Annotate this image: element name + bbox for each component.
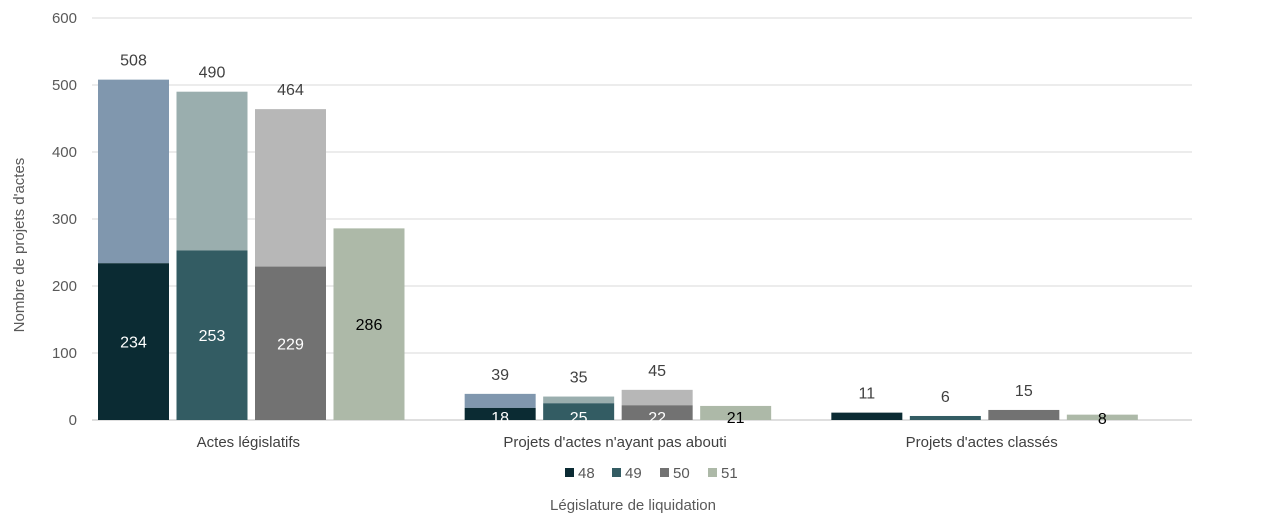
bar-base bbox=[621, 405, 693, 420]
data-label-inner: 21 bbox=[727, 410, 745, 427]
data-label-inner: 229 bbox=[277, 336, 304, 353]
y-tick-label: 300 bbox=[52, 211, 77, 228]
data-label-inner: 286 bbox=[356, 317, 383, 334]
data-label-outer: 45 bbox=[648, 363, 666, 380]
legend-swatch bbox=[565, 468, 574, 477]
data-label-inner: 253 bbox=[199, 328, 226, 345]
bar-total bbox=[621, 389, 693, 406]
x-tick-label: Actes législatifs bbox=[197, 434, 300, 451]
bar-base bbox=[1066, 414, 1138, 420]
y-tick-label: 500 bbox=[52, 77, 77, 94]
bar-base bbox=[988, 409, 1060, 420]
bar-base bbox=[464, 407, 536, 420]
x-tick-label: Projets d'actes n'ayant pas abouti bbox=[503, 434, 726, 451]
x-tick-label: Projets d'actes classés bbox=[906, 434, 1058, 451]
data-label-inner: 234 bbox=[120, 335, 147, 352]
legend-label: 50 bbox=[673, 465, 690, 482]
bars bbox=[98, 79, 1138, 420]
bar-total bbox=[543, 396, 615, 404]
bar-base bbox=[700, 405, 772, 420]
bar-base bbox=[176, 250, 248, 420]
bar-base bbox=[831, 412, 903, 420]
data-labels: 234 508 253 490 229 464 286 18 39 25 35 22 45 21 11 6 15… bbox=[120, 53, 1107, 428]
legend-label: 49 bbox=[625, 465, 642, 482]
data-label-outer: 39 bbox=[491, 367, 509, 384]
bar-base bbox=[543, 403, 615, 420]
legend-label: 48 bbox=[578, 465, 595, 482]
data-label-outer: 464 bbox=[277, 82, 304, 99]
y-tick-label: 0 bbox=[69, 412, 77, 429]
bar-base bbox=[909, 415, 981, 420]
data-label-inner: 18 bbox=[491, 410, 509, 427]
x-axis-categories: Actes législatifs Projets d'actes n'ayant… bbox=[197, 434, 1058, 451]
bar-base bbox=[255, 266, 326, 420]
data-label-inner: 22 bbox=[648, 410, 666, 427]
y-axis-label: Nombre de projets d'actes bbox=[11, 158, 28, 333]
y-tick-label: 100 bbox=[52, 345, 77, 362]
data-label-inner: 8 bbox=[1098, 411, 1107, 428]
data-label-outer: 35 bbox=[570, 370, 588, 387]
data-label-outer: 490 bbox=[199, 65, 226, 82]
bar-base bbox=[333, 228, 405, 420]
y-tick-label: 600 bbox=[52, 10, 77, 27]
bar-total bbox=[98, 79, 169, 264]
bar-base bbox=[98, 263, 169, 420]
legend-swatch bbox=[660, 468, 669, 477]
legend-swatch bbox=[708, 468, 717, 477]
y-tick-label: 400 bbox=[52, 144, 77, 161]
x-axis-label: Législature de liquidation bbox=[550, 497, 716, 514]
y-axis-ticks: 0 100 200 300 400 500 600 bbox=[52, 10, 77, 429]
legend: 48 49 50 51 bbox=[565, 465, 738, 482]
data-label-outer: 508 bbox=[120, 53, 147, 70]
data-label-outer: 15 bbox=[1015, 383, 1033, 400]
bar-total bbox=[176, 91, 248, 251]
bar-total bbox=[255, 109, 326, 267]
legend-swatch bbox=[612, 468, 621, 477]
bar-total bbox=[464, 393, 536, 408]
data-label-outer: 6 bbox=[941, 389, 950, 406]
data-label-inner: 25 bbox=[570, 410, 588, 427]
legend-label: 51 bbox=[721, 465, 738, 482]
data-label-outer: 11 bbox=[859, 386, 876, 403]
y-tick-label: 200 bbox=[52, 278, 77, 295]
